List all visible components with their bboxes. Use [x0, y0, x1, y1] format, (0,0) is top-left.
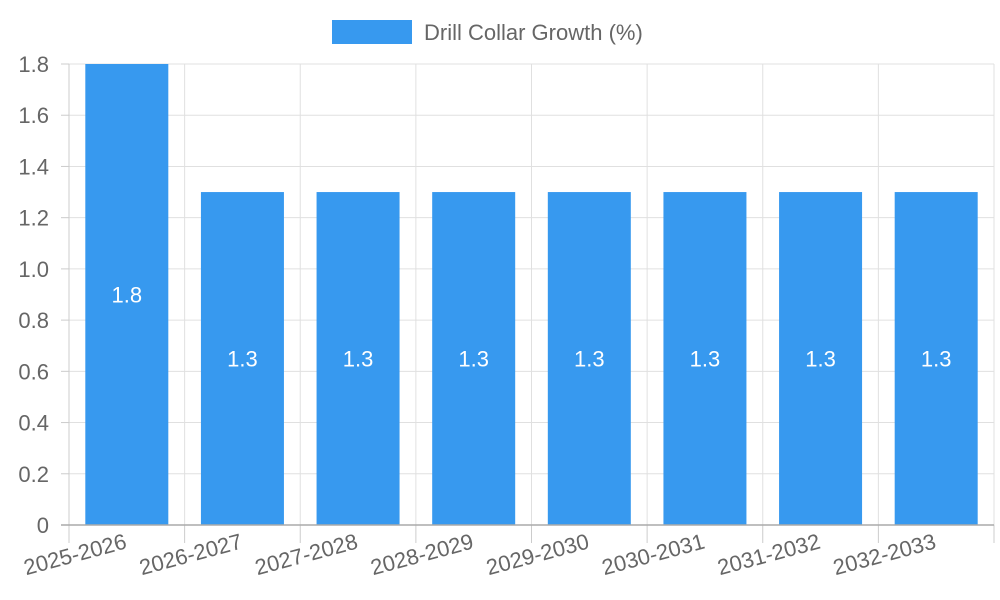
- bars: [85, 64, 978, 526]
- y-tick-label: 0.6: [18, 359, 49, 384]
- x-tick-label: 2026-2027: [137, 529, 245, 580]
- x-axis-ticks: 2025-2026 2026-2027 2027-2028 2028-2029 2029…: [21, 529, 938, 580]
- x-tick-label: 2029-2030: [484, 529, 592, 580]
- legend-label: Drill Collar Growth (%): [424, 20, 643, 45]
- y-axis-ticks: 0 0.2 0.4 0.6 0.8 1.0 1.2 1.4 1.6 1.8: [18, 52, 49, 538]
- data-label: 1.3: [574, 347, 605, 372]
- x-tick-label: 2032-2033: [830, 529, 938, 580]
- x-tick-label: 2030-2031: [599, 529, 707, 580]
- axes: [61, 63, 995, 543]
- x-tick-label: 2027-2028: [252, 529, 360, 580]
- bar: [663, 192, 747, 526]
- data-label: 1.3: [921, 347, 952, 372]
- x-tick-label: 2028-2029: [368, 529, 476, 580]
- x-tick-label: 2031-2032: [715, 529, 823, 580]
- bar: [547, 192, 631, 526]
- data-label: 1.3: [805, 347, 836, 372]
- y-tick-label: 1.6: [18, 103, 49, 128]
- bar: [894, 192, 978, 526]
- y-tick-label: 0.8: [18, 308, 49, 333]
- legend-swatch: [332, 20, 412, 44]
- y-tick-label: 0.2: [18, 462, 49, 487]
- y-tick-label: 1.0: [18, 257, 49, 282]
- bar: [200, 192, 284, 526]
- legend[interactable]: Drill Collar Growth (%): [332, 20, 643, 45]
- data-label: 1.3: [690, 347, 721, 372]
- data-label: 1.3: [458, 347, 489, 372]
- bar: [432, 192, 516, 526]
- y-tick-label: 1.4: [18, 154, 49, 179]
- data-labels: 1.8 1.3 1.3 1.3 1.3 1.3 1.3 1.3: [112, 283, 952, 372]
- y-tick-label: 0: [37, 513, 49, 538]
- bar: [316, 192, 400, 526]
- y-tick-label: 1.8: [18, 52, 49, 77]
- data-label: 1.3: [343, 347, 374, 372]
- data-label: 1.8: [112, 283, 143, 308]
- bar: [779, 192, 863, 526]
- data-label: 1.3: [227, 347, 258, 372]
- y-tick-label: 1.2: [18, 206, 49, 231]
- bar: [85, 64, 169, 525]
- y-tick-label: 0.4: [18, 411, 49, 436]
